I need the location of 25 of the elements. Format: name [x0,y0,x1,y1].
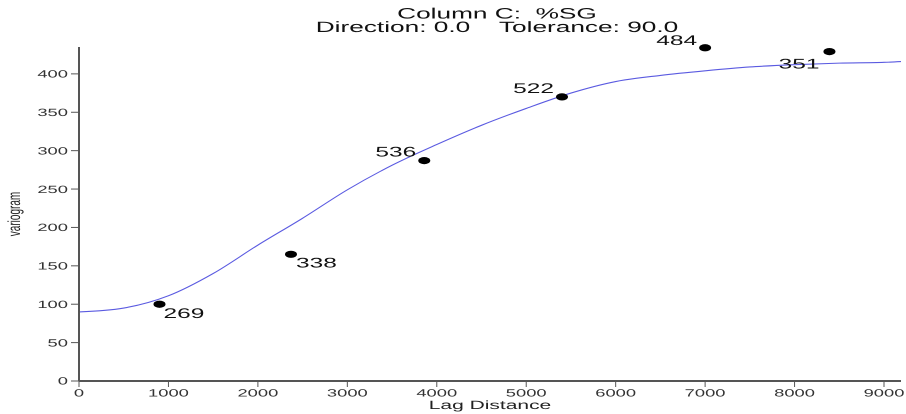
y-tick-label: 200 [37,222,68,234]
annotation: 338 [296,255,337,271]
x-axis-title: Lag Distance [428,398,552,412]
x-tick-label: 2000 [237,387,278,400]
x-tick-label: 4000 [416,387,458,400]
y-tick-label: 400 [37,68,68,80]
y-axis-title: variogram [5,192,26,236]
annotation: 536 [375,144,416,160]
x-tick-label: 1000 [148,387,189,400]
x-tick-label: 3000 [326,387,368,400]
x-tick-label: 7000 [684,387,726,400]
y-tick-label: 150 [37,260,68,272]
y-tick-label: 250 [37,184,68,196]
x-tick-label: 9000 [864,387,904,400]
x-tick-label: 0 [74,387,84,400]
x-tick-label: 5000 [506,387,547,400]
annotation: 522 [513,80,554,96]
y-tick-label: 300 [37,145,68,158]
y-tick-label: 0 [58,376,68,388]
y-tick-label: 50 [48,337,68,350]
y-tick-label: 100 [37,298,68,311]
x-tick-label: 6000 [595,387,636,400]
annotation: 269 [164,306,204,322]
y-tick-label: 350 [37,106,68,119]
x-tick-label: 8000 [774,387,815,400]
